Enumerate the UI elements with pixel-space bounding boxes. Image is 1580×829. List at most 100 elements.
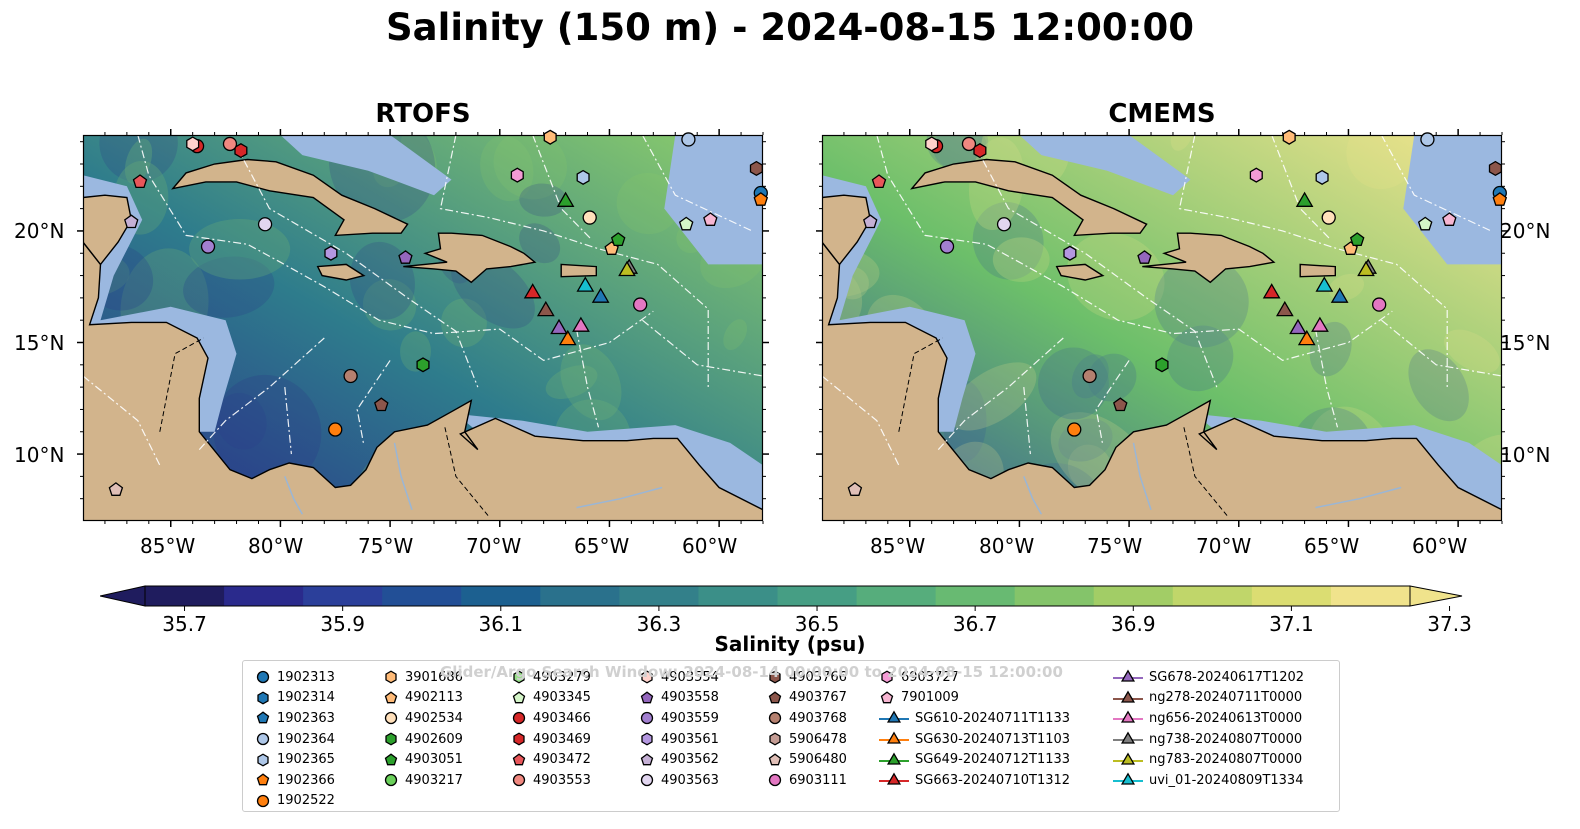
pentagon-marker-icon [880,691,894,704]
watermark: Glider/Argo Search Window: 2024-08-14 00… [440,663,1063,681]
eez-boundary [1380,135,1492,232]
hexagon-marker-icon [881,670,893,684]
glider-ng783-20240807T0000 [618,260,636,277]
legend-item: 3901686 [383,667,463,688]
legend-marker [881,670,893,684]
legend-marker [640,753,654,766]
glider-SG678-20240617T1202 [1289,318,1307,335]
land-puertorico [560,263,597,278]
glider-uvi_01-20240809T1334 [1315,276,1334,292]
triangle-marker-icon [1113,731,1143,744]
border [1183,427,1229,517]
legend-item: ng738-20240807T0000 [1113,729,1304,750]
legend-item: uvi_01-20240809T1334 [1113,770,1304,791]
legend-item: 1902363 [255,708,335,729]
float-6903727 [1249,167,1263,183]
legend-item: 4902113 [383,688,463,709]
glider-SG649-20240712T1133 [1295,191,1314,207]
legend-item: 4903563 [639,770,719,791]
legend-marker [1120,731,1136,744]
legend-item: 1902314 [255,688,335,709]
colorbar-label: Salinity (psu) [714,632,866,656]
float-4902609 [1155,357,1169,373]
float-4903472 [871,174,887,189]
glider-SG610-20240711T1133 [591,287,610,303]
legend-marker [768,691,782,704]
legend-label: 4903217 [405,772,463,788]
triangle-marker-icon [1113,752,1143,765]
float-6903111 [1372,297,1387,312]
circle-marker-icon [768,774,782,787]
legend-label: uvi_01-20240809T1334 [1149,772,1304,788]
eez-boundary [439,135,709,388]
colorbar-bin [1330,586,1411,606]
colorbar-bin [1172,586,1253,606]
lat-tick: 15°N [1500,331,1551,355]
legend-item: ng656-20240613T0000 [1113,708,1304,729]
lon-tick: 60°W [1412,534,1468,558]
legend-item: SG649-20240712T1133 [879,749,1070,770]
hexagon-marker-icon [513,732,525,746]
float-4903558 [1137,250,1152,264]
float-4903051 [610,232,626,247]
legend-label: SG678-20240617T1202 [1149,669,1305,685]
float-1902366 [1492,192,1508,206]
lat-tick: 10°N [14,443,65,467]
legend-label: 4903766 [789,669,847,685]
float-4903562 [863,214,878,229]
pentagon-marker-icon [640,753,654,766]
glider-SG610-20240711T1133 [1330,287,1349,303]
legend-label: SG663-20240710T1312 [915,772,1071,788]
legend-label: 4903768 [789,710,847,726]
glider-ng278-20240711T0000 [536,300,555,317]
pentagon-marker-icon [768,753,782,766]
legend-label: 5906480 [789,752,847,768]
glider-ng656-20240613T0000 [1311,316,1329,332]
legend-marker [385,732,397,746]
legend-item: 4903345 [511,688,591,709]
circle-marker-icon [768,712,782,725]
eez-boundary [284,387,292,455]
legend-label: 1902314 [277,690,335,706]
triangle-marker-icon [1113,772,1143,785]
glider-SG630-20240713T1103 [1297,329,1316,346]
float-4903554 [186,136,200,152]
markers [847,129,1508,496]
map-cmems [816,129,1508,527]
float-1902364 [681,132,696,147]
land-jamaica [1055,263,1105,281]
pentagon-marker-icon [640,691,654,704]
legend-column: 4903554 4903558 4903559 4903561 4903562 49035… [639,667,719,791]
circle-marker-icon [384,774,398,787]
legend-column: 1902313 1902314 1902363 1902364 1902365 19023… [255,667,335,811]
circle-marker-icon [512,774,526,787]
colorbar-extend-low [100,585,146,607]
legend-item: 4902609 [383,729,463,750]
float-4902609 [416,357,430,373]
legend-item: SG663-20240710T1312 [879,770,1070,791]
legend-marker [384,774,398,787]
legend-label: 1902363 [277,710,335,726]
eez-boundary [356,360,391,446]
legend-label: 4903558 [661,690,719,706]
legend-label: 7901009 [901,690,959,706]
legend-item: 4903472 [511,749,591,770]
eez-boundary [1023,387,1031,455]
legend-label: ng783-20240807T0000 [1149,752,1303,768]
colorbar-bin [1093,586,1174,606]
land-jamaica [316,263,366,281]
legend-item: 4903766 [767,667,847,688]
glider-ng656-20240613T0000 [572,316,590,332]
legend-marker [640,774,654,787]
glider-SG649-20240712T1133 [556,191,575,207]
lat-tick: 20°N [1500,219,1551,243]
lon-tick: 85°W [870,534,926,558]
legend-item: ng278-20240711T0000 [1113,688,1304,709]
legend-label: 1902366 [277,772,335,788]
legend-item: 5906478 [767,729,847,750]
float-4903051 [1349,232,1365,247]
legend-marker [641,732,653,746]
glider-ng278-20240711T0000 [1275,300,1294,317]
hexagon-marker-icon [641,670,653,684]
legend-item: 4903553 [511,770,591,791]
